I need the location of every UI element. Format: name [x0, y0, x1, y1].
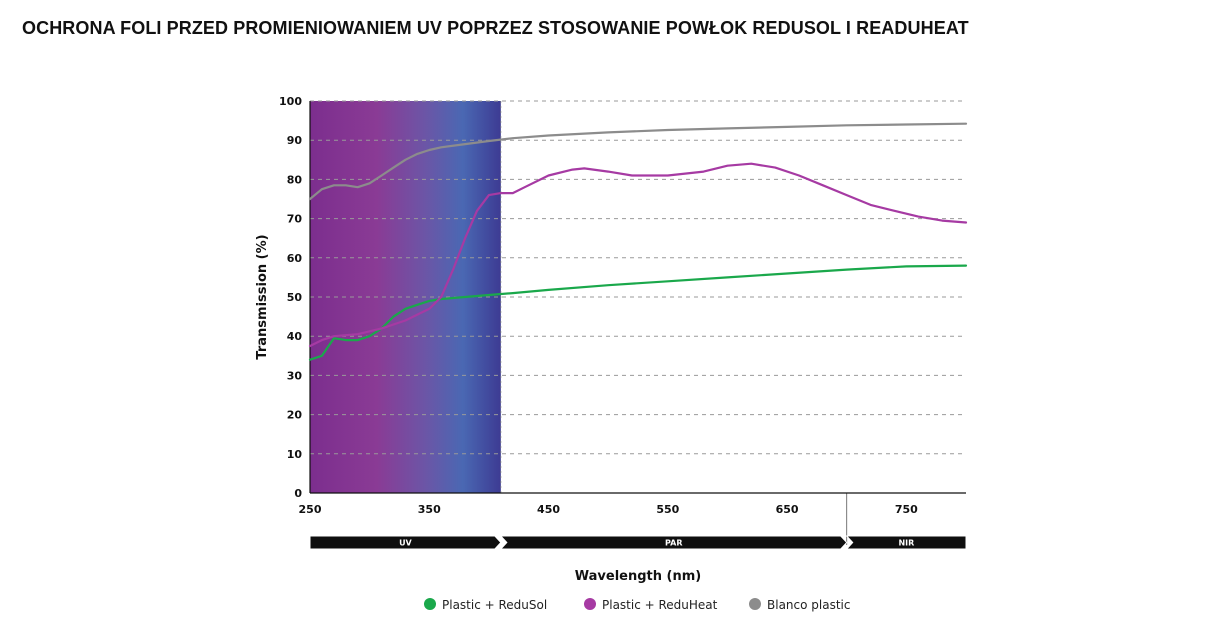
series-line-blanco-plastic	[308, 122, 968, 201]
band-uv	[309, 535, 502, 550]
legend-label-plastic-redusol: Plastic + ReduSol	[442, 598, 547, 612]
series-line-plastic-reduheat	[308, 162, 968, 348]
spectrum-bands: UV PAR NIR	[309, 535, 967, 550]
y-tick-label-70: 70	[287, 213, 303, 226]
band-label-par: PAR	[665, 539, 682, 548]
x-axis-title: Wavelength (nm)	[575, 569, 701, 584]
chart-axes	[309, 101, 966, 494]
x-tick-label-650: 650	[776, 503, 799, 516]
legend-swatch-plastic-redusol	[424, 598, 436, 610]
band-nir	[845, 535, 967, 550]
legend-label-blanco-plastic: Blanco plastic	[767, 598, 850, 612]
chart-legend: Plastic + ReduSol Plastic + ReduHeat Blanc…	[424, 598, 850, 612]
y-tick-label-30: 30	[287, 369, 303, 382]
y-tick-label-80: 80	[287, 173, 303, 186]
y-tick-label-100: 100	[279, 95, 302, 108]
y-tick-label-40: 40	[287, 330, 303, 343]
y-tick-label-20: 20	[287, 409, 303, 422]
legend-swatch-blanco-plastic	[749, 598, 761, 610]
x-tick-label-450: 450	[537, 503, 560, 516]
band-label-uv: UV	[399, 539, 412, 548]
x-tick-label-750: 750	[895, 503, 918, 516]
x-tick-label-550: 550	[656, 503, 679, 516]
grid-lines	[310, 100, 966, 545]
y-tick-label-10: 10	[287, 448, 303, 461]
x-tick-label-350: 350	[418, 503, 441, 516]
band-label-nir: NIR	[898, 539, 914, 548]
y-tick-label-60: 60	[287, 252, 303, 265]
page-title: OCHRONA FOLI PRZED PROMIENIOWANIEM UV PO…	[22, 18, 969, 38]
legend-swatch-plastic-reduheat	[584, 598, 596, 610]
chart-series	[308, 122, 968, 361]
y-tick-label-90: 90	[287, 134, 303, 147]
y-tick-label-0: 0	[294, 487, 302, 500]
y-axis-title: Transmission (%)	[255, 234, 270, 359]
series-line-plastic-redusol	[308, 264, 968, 361]
legend-label-plastic-reduheat: Plastic + ReduHeat	[602, 598, 718, 612]
y-tick-label-50: 50	[287, 291, 303, 304]
tick-labels: 0 10 20 30 40 50 60 70 80 90 100 250 350 450 550 650 750	[279, 95, 918, 516]
x-tick-label-250: 250	[299, 503, 322, 516]
band-par	[499, 535, 848, 550]
